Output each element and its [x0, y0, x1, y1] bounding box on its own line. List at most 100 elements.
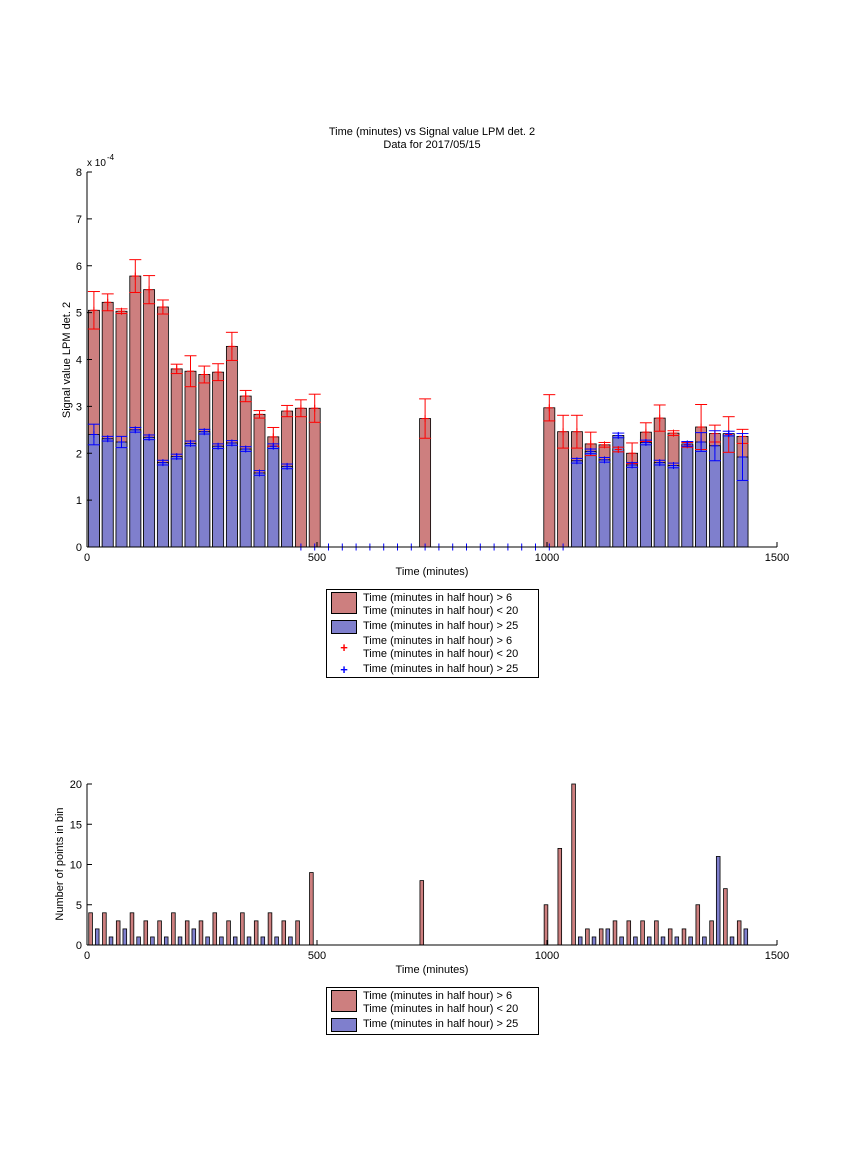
legend-entry-blue-marker: + Time (minutes in half hour) > 25 — [331, 663, 534, 678]
bar-blue — [653, 462, 666, 548]
bar-blue — [743, 928, 749, 946]
legend-label: Time (minutes in half hour) < 20 — [363, 1003, 519, 1015]
bar-red — [171, 912, 176, 946]
bar-blue — [225, 442, 238, 548]
bar-blue — [212, 445, 225, 548]
bar-red — [294, 407, 307, 548]
bar-blue — [143, 436, 156, 548]
bar-red — [543, 407, 556, 548]
bar-blue — [87, 434, 100, 548]
bar-red — [736, 920, 742, 946]
top-bar-chart: 0 500 1000 1500 0 1 2 3 4 5 6 7 8 — [76, 167, 789, 564]
bar-blue — [163, 936, 169, 946]
bar-red — [612, 920, 618, 946]
bar-red — [267, 912, 273, 946]
bar-blue — [674, 936, 680, 946]
bar-blue — [281, 465, 294, 548]
bar-blue — [591, 936, 597, 946]
bottom-chart-x-axis-label: Time (minutes) — [396, 964, 469, 976]
bar-blue — [605, 928, 611, 946]
bar-blue — [646, 936, 652, 946]
legend-label: Time (minutes in half hour) > 6 — [363, 592, 513, 604]
bottom-bar-chart: 0 500 1000 1500 0 5 10 15 20 — [70, 779, 789, 962]
legend-swatch-red — [331, 990, 357, 1012]
bar-red — [543, 904, 549, 946]
bar-blue — [191, 928, 197, 946]
bar-blue — [246, 936, 252, 946]
legend-marker-red: + — [340, 640, 348, 655]
bar-red — [129, 912, 135, 946]
bar-red — [212, 912, 218, 946]
bar-red — [626, 920, 632, 946]
top-chart-y-exponent: x 10 -4 — [87, 153, 115, 169]
legend-entry-blue-bars: Time (minutes in half hour) > 25 — [331, 1018, 534, 1033]
bar-blue — [101, 438, 114, 548]
top-x-tick-label: 0 — [84, 552, 90, 564]
legend-label: Time (minutes in half hour) < 20 — [363, 648, 519, 660]
bar-blue — [129, 429, 142, 548]
bar-blue — [288, 936, 293, 946]
bar-red — [557, 848, 563, 946]
legend-label: Time (minutes in half hour) > 25 — [363, 1018, 519, 1030]
bar-blue — [729, 936, 735, 946]
bar-blue — [577, 936, 583, 946]
top-x-tick-label: 1000 — [535, 552, 559, 564]
bar-blue — [260, 936, 266, 946]
bar-red — [640, 920, 645, 946]
legend-entry-blue-bars: Time (minutes in half hour) > 25 — [331, 620, 534, 635]
top-y-tick-label: 4 — [76, 355, 82, 367]
legend-label: Time (minutes in half hour) > 25 — [363, 620, 519, 632]
legend-label: Time (minutes in half hour) < 20 — [363, 605, 519, 617]
bar-blue — [619, 936, 624, 946]
bar-blue — [598, 459, 611, 548]
legend-swatch-blue — [331, 620, 357, 634]
bar-blue — [584, 450, 597, 548]
legend-entry-red-marker: + Time (minutes in half hour) > 6 Time (… — [331, 635, 534, 663]
bar-red — [654, 920, 659, 946]
bar-red — [723, 888, 728, 946]
bar-blue — [136, 936, 141, 946]
top-y-tick-label: 7 — [76, 214, 82, 226]
bar-blue — [122, 928, 128, 946]
legend-entry-red-bars: Time (minutes in half hour) > 6 Time (mi… — [331, 592, 534, 620]
bar-red — [102, 912, 107, 946]
bottom-y-tick-label: 20 — [70, 779, 82, 791]
bar-red — [226, 920, 231, 946]
bar-red — [309, 872, 314, 946]
top-y-tick-label: 8 — [76, 167, 82, 179]
bar-red — [598, 928, 604, 946]
bar-blue — [633, 936, 638, 946]
bar-blue — [667, 465, 680, 548]
bottom-y-tick-label: 15 — [70, 819, 82, 831]
bar-blue — [715, 856, 721, 946]
bar-blue — [639, 442, 652, 548]
bar-blue — [702, 936, 707, 946]
bar-red — [295, 920, 300, 946]
bar-red — [240, 912, 245, 946]
bar-red — [585, 928, 590, 946]
top-chart-y-axis-label: Signal value LPM det. 2 — [61, 302, 73, 418]
bar-red — [667, 928, 673, 946]
bar-blue — [660, 936, 666, 946]
bar-blue — [205, 936, 210, 946]
top-chart-title-line2: Data for 2017/05/15 — [383, 139, 480, 151]
y-exponent-base: x 10 — [87, 158, 106, 169]
bar-blue — [681, 443, 694, 548]
top-chart-x-axis-label: Time (minutes) — [396, 566, 469, 578]
y-exponent-power: -4 — [107, 153, 115, 162]
bar-blue — [177, 936, 183, 946]
bottom-x-tick-label: 500 — [308, 950, 326, 962]
bottom-chart-legend: Time (minutes in half hour) > 6 Time (mi… — [326, 987, 539, 1035]
top-y-tick-label: 3 — [76, 401, 82, 413]
top-x-tick-label: 1500 — [765, 552, 789, 564]
bar-blue — [695, 441, 708, 548]
bar-red — [281, 920, 287, 946]
legend-label: Time (minutes in half hour) > 25 — [363, 663, 519, 675]
bar-red — [419, 880, 425, 946]
top-chart-legend: Time (minutes in half hour) > 6 Time (mi… — [326, 589, 539, 678]
bar-red — [709, 920, 714, 946]
legend-swatch-blue — [331, 1018, 357, 1032]
bar-red — [557, 431, 570, 548]
legend-label: Time (minutes in half hour) > 6 — [363, 635, 513, 647]
bar-red — [157, 920, 162, 946]
